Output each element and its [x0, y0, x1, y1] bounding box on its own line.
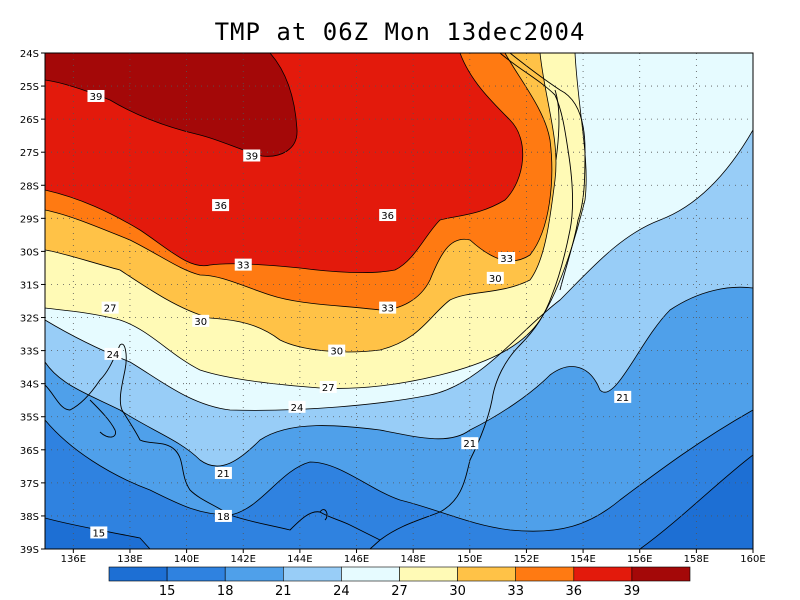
contour-label-bg	[234, 258, 252, 271]
contour-label-bg	[192, 314, 210, 327]
contour-lines	[45, 53, 753, 549]
longitude-axis: 136E 138E 140E 142E 144E 146E 148E 150E 152E 154E…	[61, 549, 766, 565]
contour-label: 30	[194, 317, 207, 328]
colorbar-label: 39	[624, 584, 641, 599]
lat-tick-label: 38S	[20, 512, 39, 523]
lon-tick-label: 158E	[684, 554, 709, 565]
contour-label-bg	[212, 199, 230, 212]
colorbar-label: 27	[391, 584, 408, 599]
lon-tick-label: 148E	[400, 554, 425, 565]
lat-tick-label: 30S	[20, 247, 39, 258]
contour-label-bg	[379, 209, 397, 222]
contour-label-bg	[214, 509, 232, 522]
contour-label-bg	[288, 400, 306, 413]
contour-label: 18	[217, 512, 230, 523]
lat-tick-label: 29S	[20, 214, 39, 225]
band-15	[45, 455, 753, 549]
latitude-axis: 24S 25S 26S 27S 28S 29S 30S 31S 32S 33S 34S 35S 36S 3…	[20, 49, 45, 556]
lon-tick-label: 136E	[61, 554, 86, 565]
contour-label: 27	[104, 304, 117, 315]
contour-label: 24	[291, 403, 304, 414]
map-title: TMP at 06Z Mon 13dec2004	[214, 18, 586, 46]
contour-label-bg	[486, 271, 504, 284]
colorbar-swatch	[631, 566, 691, 582]
lon-tick-label: 144E	[287, 554, 312, 565]
lat-tick-label: 25S	[20, 82, 39, 93]
colorbar-label: 24	[333, 584, 350, 599]
lon-tick-label: 156E	[627, 554, 652, 565]
contour-label: 21	[463, 439, 476, 450]
lat-tick-label: 34S	[20, 380, 39, 391]
contour-label-bg	[319, 380, 337, 393]
lon-tick-label: 150E	[457, 554, 482, 565]
contour-label-bg	[90, 526, 108, 539]
contour-label: 36	[381, 211, 394, 222]
colorbar-swatch	[399, 566, 458, 582]
colorbar-label: 15	[159, 584, 176, 599]
contour-label-bg	[498, 252, 516, 265]
contour-label-bg	[614, 390, 632, 403]
contour-label-bg	[214, 466, 232, 479]
colorbar-label: 18	[217, 584, 234, 599]
lat-tick-label: 26S	[20, 115, 39, 126]
lat-tick-label: 39S	[20, 545, 39, 556]
lat-tick-label: 37S	[20, 479, 39, 490]
contour-label-bg	[461, 437, 479, 450]
lon-tick-label: 142E	[231, 554, 256, 565]
lat-tick-label: 32S	[20, 314, 39, 325]
colorbar-label: 33	[507, 584, 524, 599]
lon-tick-label: 154E	[570, 554, 595, 565]
contour-label: 39	[245, 152, 258, 163]
contour-label: 36	[214, 201, 227, 212]
contour-label: 39	[90, 92, 103, 103]
contour-label-bg	[87, 89, 105, 102]
colorbar-swatch	[224, 566, 284, 582]
colorbar-swatch	[166, 566, 226, 582]
contour-label: 30	[330, 347, 343, 358]
grid-lines	[45, 53, 753, 549]
contour-label: 33	[381, 304, 394, 315]
lat-tick-label: 36S	[20, 446, 39, 457]
contour-label: 33	[237, 261, 250, 272]
lon-tick-label: 138E	[117, 554, 142, 565]
band-42	[45, 53, 298, 157]
contour-label-bg	[101, 301, 119, 314]
colorbar-label: 30	[449, 584, 466, 599]
colorbar-swatch	[515, 566, 575, 582]
colorbar-swatch	[573, 566, 633, 582]
colorbar-label: 21	[275, 584, 292, 599]
colorbar-swatch	[341, 566, 400, 582]
band-21	[45, 287, 753, 549]
colorbar-swatch	[282, 566, 342, 582]
lon-tick-label: 146E	[344, 554, 369, 565]
contour-label: 27	[322, 383, 335, 394]
contour-label-bg	[328, 344, 346, 357]
contour-label: 33	[500, 254, 513, 265]
lat-tick-label: 31S	[20, 280, 39, 291]
colorbar: 15 18 21 24 27 30 33 36 39	[108, 566, 691, 599]
contour-label-bg	[104, 347, 122, 360]
lat-tick-label: 28S	[20, 181, 39, 192]
colorbar-swatch	[457, 566, 517, 582]
lon-tick-label: 160E	[740, 554, 765, 565]
lat-tick-label: 27S	[20, 148, 39, 159]
contour-labels: 39 39 36 36 33 33 33 30 30 30 27 27 24 24 21 21 21 18 15	[87, 89, 632, 539]
colorbar-swatch	[108, 566, 168, 582]
contour-label: 21	[217, 469, 230, 480]
contour-label: 24	[107, 350, 120, 361]
lat-tick-label: 24S	[20, 49, 39, 60]
map-frame	[44, 52, 754, 550]
contour-label: 30	[489, 274, 502, 285]
coastline	[45, 53, 586, 549]
contour-label: 15	[92, 528, 105, 539]
contour-label: 21	[616, 393, 629, 404]
lon-tick-label: 152E	[514, 554, 539, 565]
contour-label-bg	[243, 149, 261, 162]
lat-tick-label: 35S	[20, 413, 39, 424]
lat-tick-label: 33S	[20, 347, 39, 358]
lon-tick-label: 140E	[174, 554, 199, 565]
colorbar-label: 36	[566, 584, 583, 599]
contour-label-bg	[379, 301, 397, 314]
